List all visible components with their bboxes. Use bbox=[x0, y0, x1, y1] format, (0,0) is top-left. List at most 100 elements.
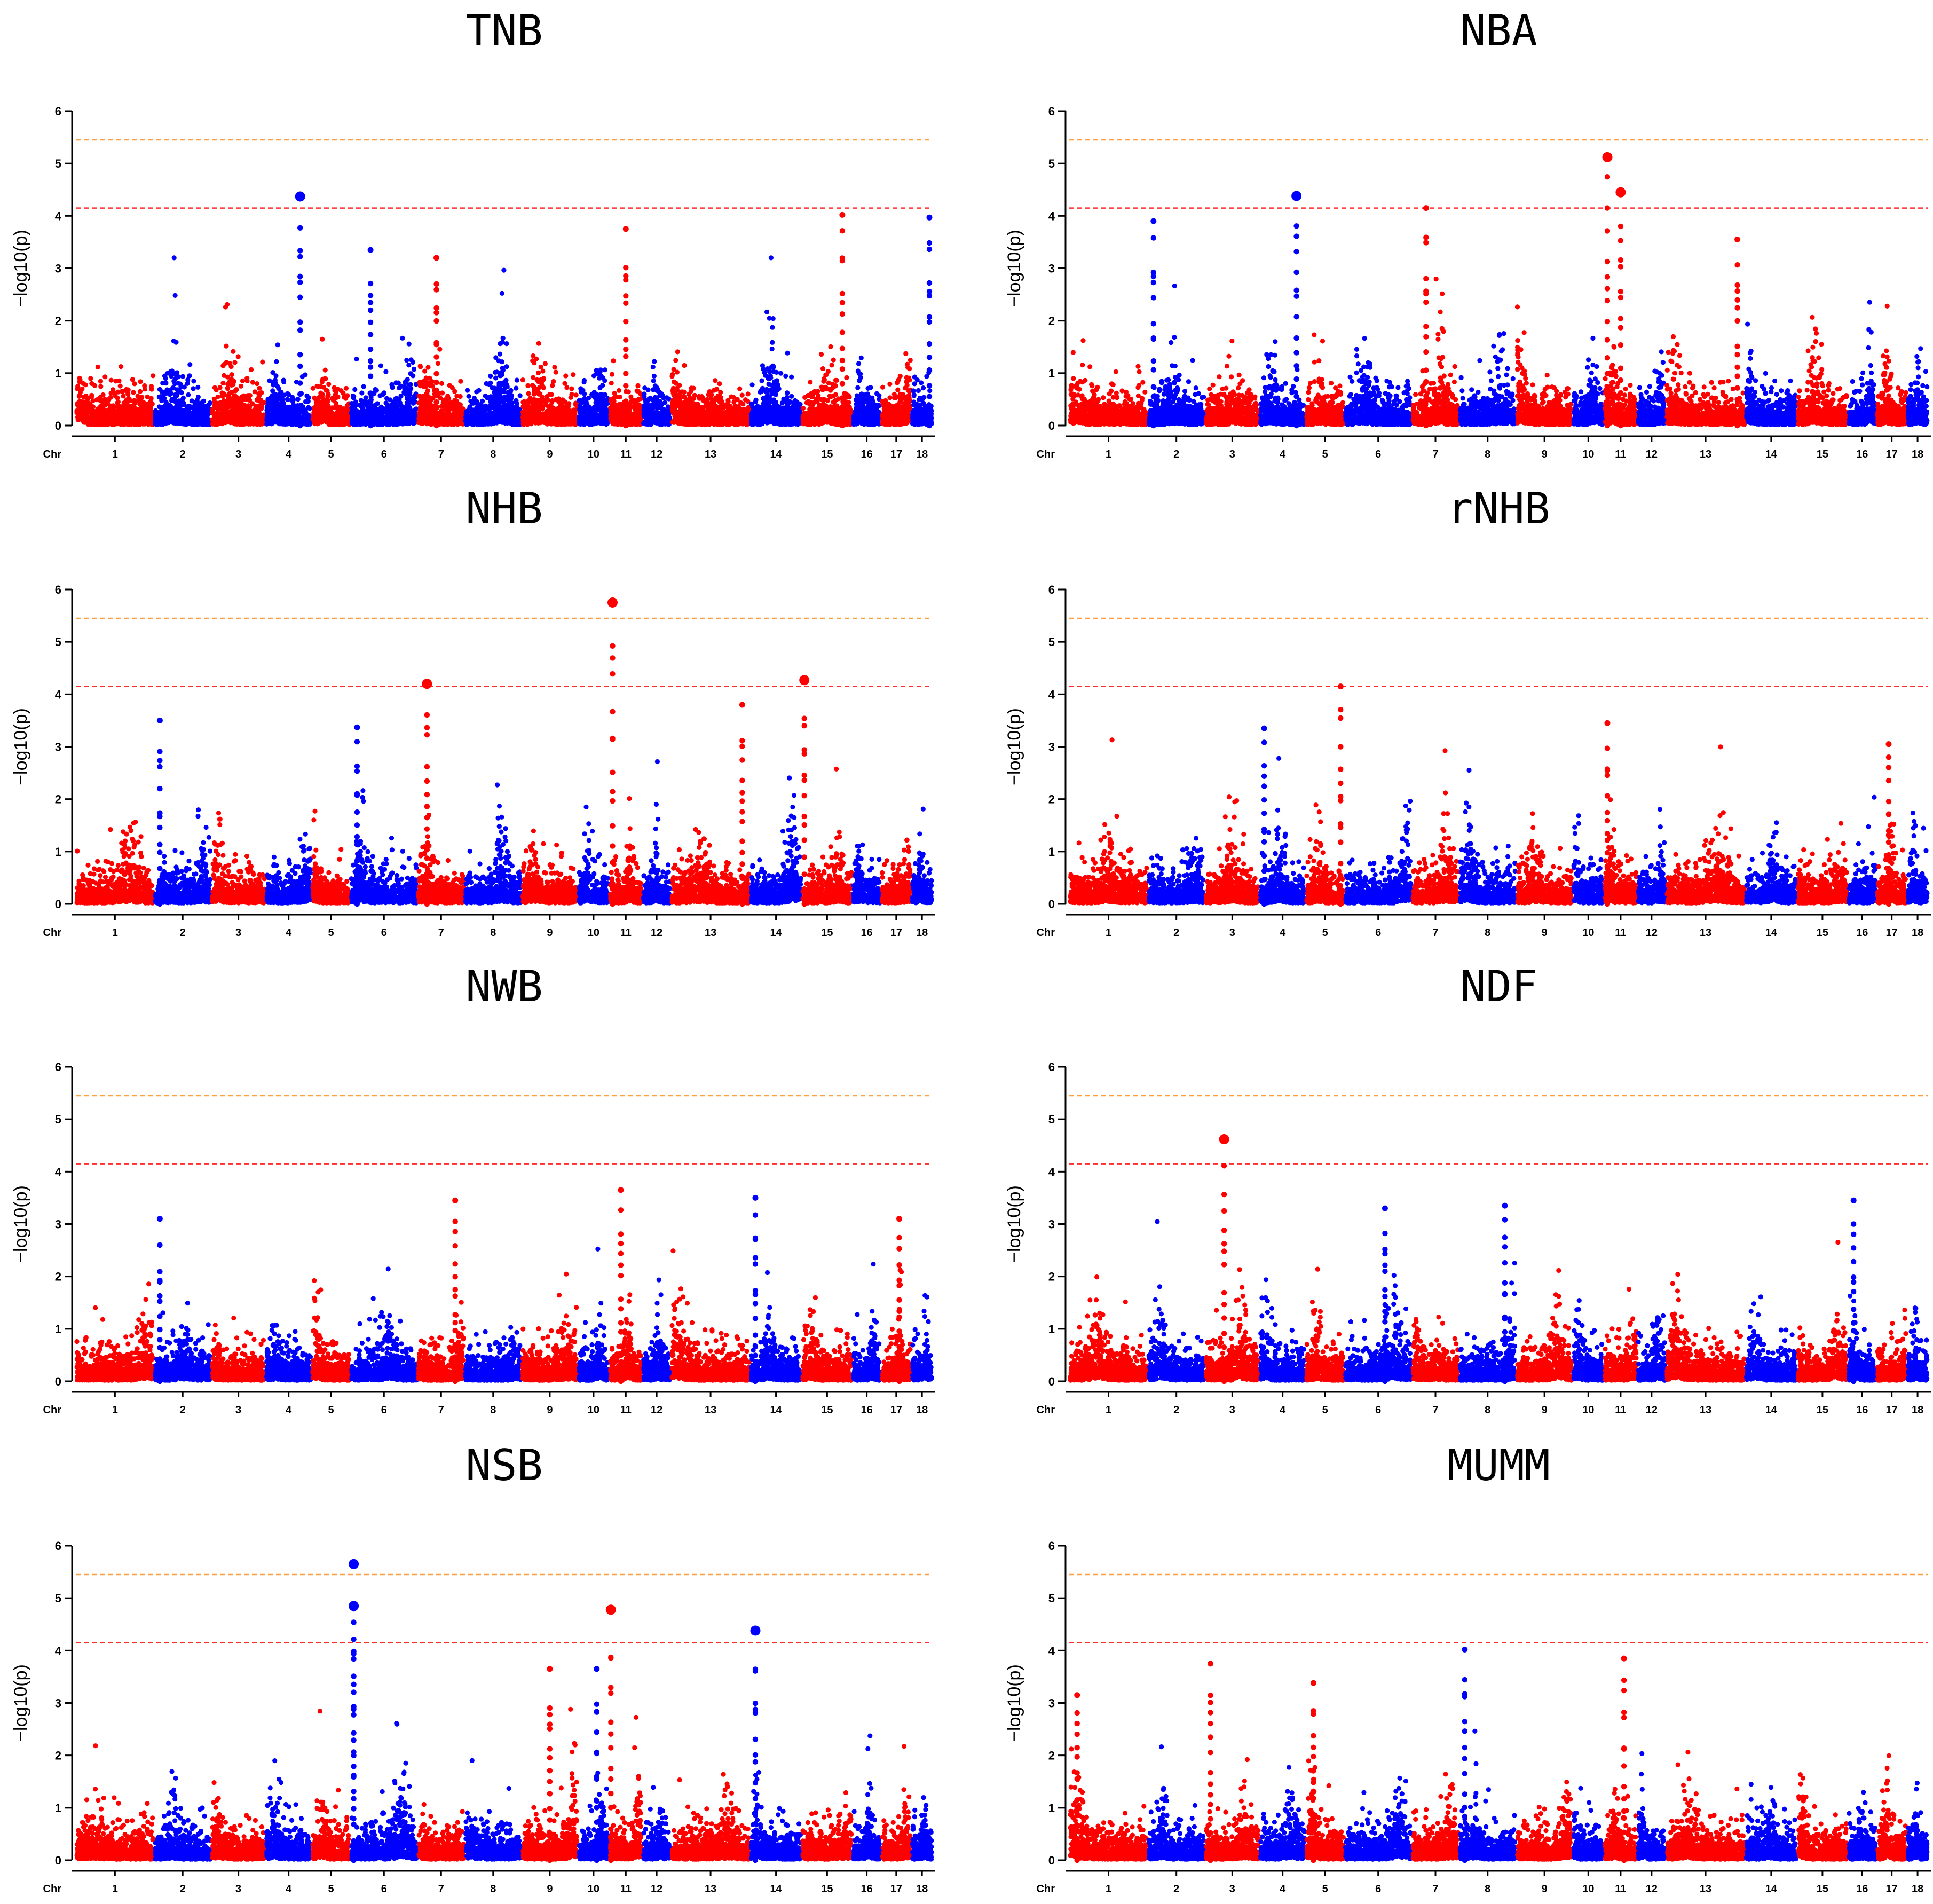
y-tick-label: 3 bbox=[55, 262, 61, 276]
y-tick-label: 5 bbox=[55, 157, 61, 170]
snp-point bbox=[77, 377, 82, 382]
snp-point bbox=[88, 376, 93, 381]
snp-point bbox=[138, 379, 143, 384]
snp-point bbox=[160, 408, 165, 413]
snp-point bbox=[96, 406, 100, 411]
snp-point bbox=[195, 402, 200, 407]
snp-point bbox=[179, 421, 184, 426]
snp-point bbox=[149, 410, 154, 415]
snp-point bbox=[131, 390, 136, 395]
y-tick-label: 0 bbox=[55, 419, 61, 432]
snp-point bbox=[191, 386, 196, 391]
y-axis-label: −log10(p) bbox=[11, 230, 31, 307]
snp-point bbox=[106, 421, 111, 426]
snp-point bbox=[78, 416, 83, 421]
snp-point bbox=[149, 384, 154, 389]
snp-point bbox=[145, 402, 150, 406]
snp-point bbox=[186, 412, 191, 416]
snp-point bbox=[90, 415, 94, 420]
snp-point bbox=[135, 416, 140, 421]
snp-point bbox=[131, 410, 136, 415]
snp-point bbox=[132, 402, 137, 406]
manhattan-plot-figure: TNB0123456−log10(p)Chr 1 2 3 4 5 6 7 8 9 10 11 12 13 1… bbox=[0, 0, 1933, 1904]
snp-point bbox=[157, 404, 162, 409]
snp-point bbox=[162, 391, 167, 396]
snp-point bbox=[145, 395, 149, 399]
snp-point bbox=[195, 385, 200, 390]
snp-point bbox=[127, 403, 131, 408]
snp-point bbox=[145, 415, 149, 420]
snp-point bbox=[153, 408, 158, 413]
snp-point bbox=[92, 383, 97, 388]
snp-point bbox=[171, 379, 176, 384]
snp-point bbox=[80, 387, 84, 391]
snp-point bbox=[170, 385, 175, 390]
snp-point bbox=[201, 407, 206, 412]
snp-point bbox=[178, 389, 183, 394]
snp-point bbox=[162, 396, 167, 401]
snp-point bbox=[118, 383, 123, 388]
snp-point bbox=[124, 415, 129, 420]
snp-point bbox=[83, 410, 88, 415]
snp-point bbox=[169, 374, 173, 379]
snp-point bbox=[90, 398, 95, 403]
snp-point bbox=[118, 405, 123, 410]
snp-point bbox=[115, 396, 120, 400]
snp-point bbox=[119, 364, 123, 369]
snp-point bbox=[115, 400, 120, 405]
snp-point bbox=[75, 387, 80, 391]
snp-point bbox=[137, 422, 141, 427]
snp-point bbox=[206, 402, 211, 407]
snp-point bbox=[130, 377, 135, 382]
snp-point bbox=[126, 388, 131, 392]
snp-point bbox=[89, 393, 94, 398]
chr-1-snps bbox=[74, 364, 155, 427]
snp-point bbox=[173, 393, 178, 398]
snp-point bbox=[173, 293, 178, 298]
snp-point bbox=[104, 400, 109, 405]
snp-point bbox=[165, 406, 170, 411]
chr-tick-label: 3 bbox=[235, 449, 241, 460]
snp-point bbox=[101, 410, 106, 414]
snp-point bbox=[138, 389, 143, 394]
snp-point bbox=[138, 397, 143, 402]
snp-point bbox=[192, 419, 196, 423]
snp-point bbox=[79, 399, 84, 404]
chr-3-snps bbox=[210, 302, 267, 427]
snp-point bbox=[121, 394, 125, 398]
snp-point bbox=[119, 410, 123, 414]
snp-point bbox=[121, 389, 125, 394]
snp-point bbox=[112, 404, 117, 409]
chr-2-snps bbox=[153, 255, 212, 427]
y-tick-label: 2 bbox=[55, 314, 61, 328]
y-tick-label: 6 bbox=[55, 105, 61, 118]
snp-point bbox=[125, 392, 130, 397]
snp-point bbox=[132, 381, 137, 386]
snp-point bbox=[81, 404, 86, 409]
snp-point bbox=[98, 421, 103, 426]
snp-point bbox=[109, 378, 114, 383]
snp-point bbox=[87, 421, 92, 426]
snp-point bbox=[183, 418, 188, 422]
snp-point bbox=[127, 398, 131, 403]
snp-point bbox=[98, 379, 103, 384]
snp-point bbox=[99, 416, 104, 421]
snp-point bbox=[165, 416, 170, 421]
snp-point bbox=[172, 398, 177, 403]
snp-point bbox=[157, 387, 162, 392]
snp-point bbox=[168, 391, 173, 396]
snp-point bbox=[113, 379, 118, 383]
snp-point bbox=[106, 413, 111, 418]
y-tick-label: 4 bbox=[55, 209, 62, 223]
snp-point bbox=[187, 362, 192, 367]
snp-point bbox=[163, 381, 168, 385]
snp-point bbox=[96, 365, 100, 369]
snp-point bbox=[191, 379, 196, 383]
chr-tick-label: 2 bbox=[180, 449, 186, 460]
snp-point bbox=[112, 413, 117, 418]
snp-point bbox=[203, 420, 208, 425]
y-tick-label: 1 bbox=[55, 367, 61, 380]
snp-point bbox=[122, 422, 127, 427]
snp-point bbox=[163, 376, 168, 381]
